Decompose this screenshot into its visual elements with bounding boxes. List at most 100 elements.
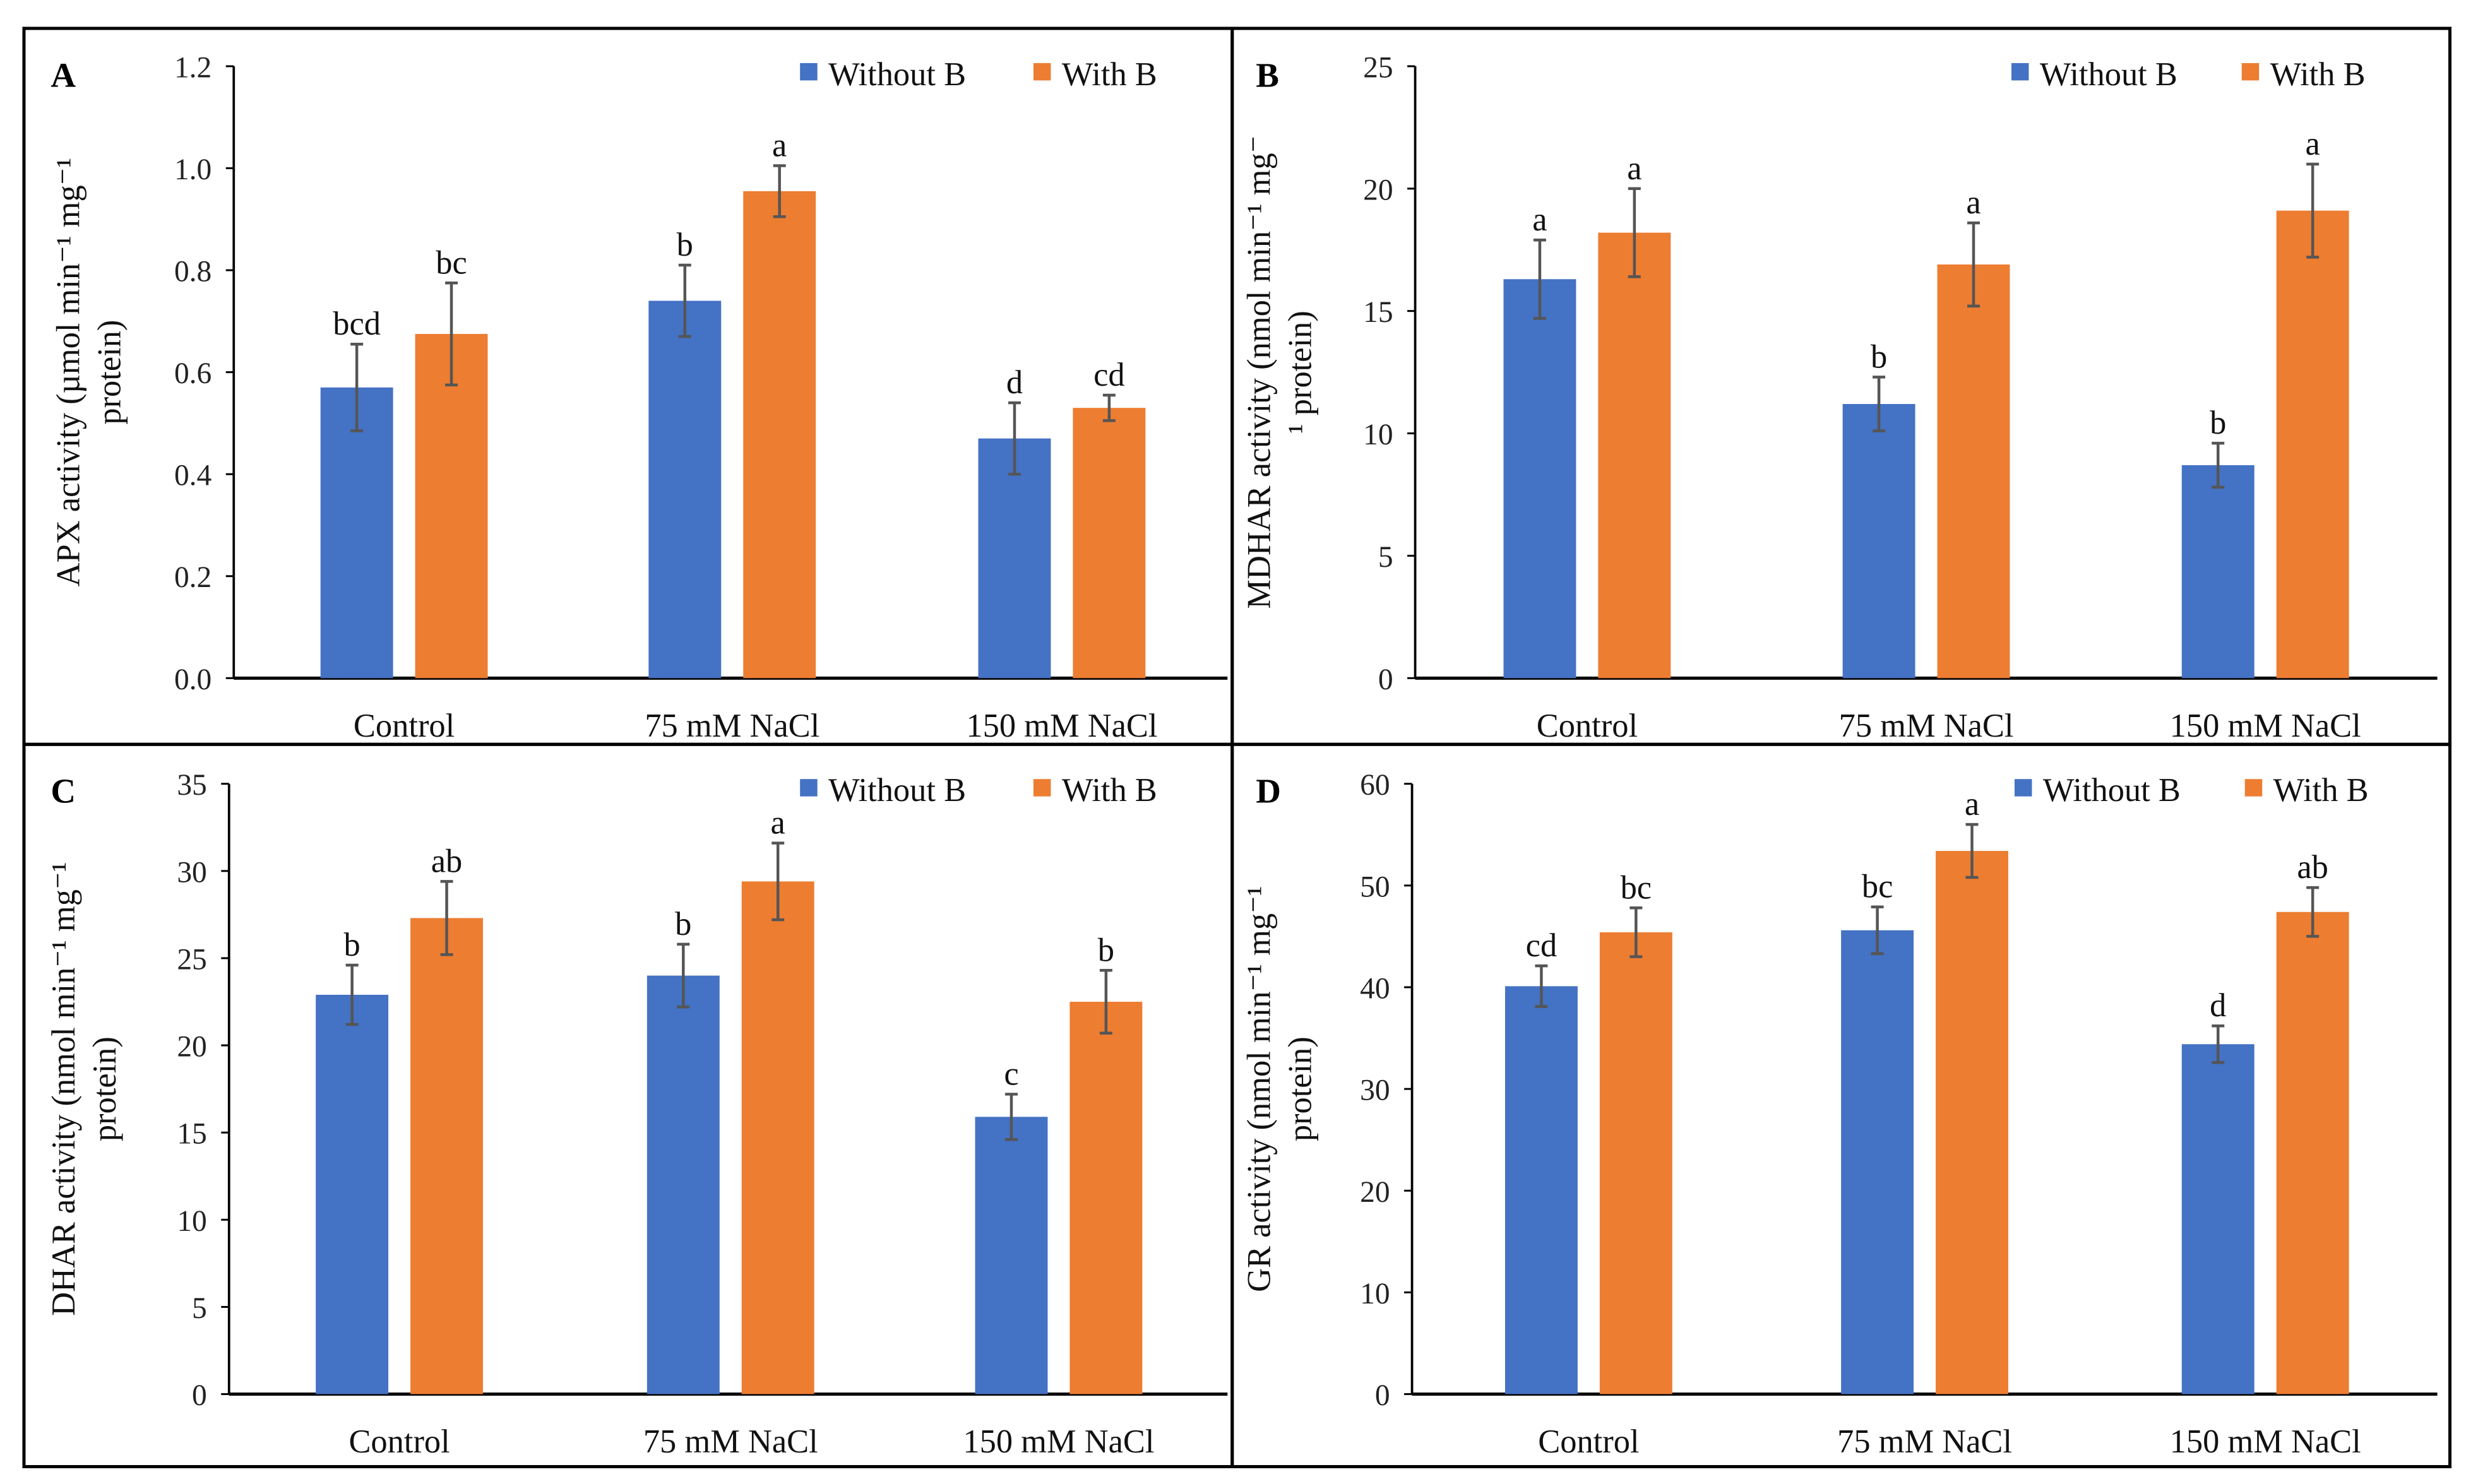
panel-label: C <box>51 772 76 810</box>
bar-without-b <box>2181 1044 2255 1394</box>
y-tick-label: 0.8 <box>174 256 211 288</box>
y-axis-label: protein) <box>86 1036 123 1141</box>
y-tick-label: 25 <box>177 943 206 976</box>
y-tick-label: 0.2 <box>174 561 211 594</box>
significance-letter: bcd <box>333 306 381 342</box>
y-axis-label: protein) <box>1282 1036 1319 1141</box>
y-tick-label: 1.0 <box>174 153 211 186</box>
bar-without-b <box>1841 930 1914 1394</box>
y-tick-label: 25 <box>1363 51 1393 84</box>
panel-label: D <box>1256 772 1281 810</box>
significance-letter: b <box>2210 405 2226 441</box>
x-tick-label: 75 mM NaCl <box>1839 708 2014 744</box>
y-axis-label: APX activity (µmol min⁻¹ mg⁻¹ <box>50 158 86 586</box>
significance-letter: b <box>1871 338 1887 375</box>
significance-letter: cd <box>1093 357 1125 393</box>
panel-border <box>1230 742 2452 1469</box>
legend-label: Without B <box>828 56 966 93</box>
bar-with-b <box>2276 911 2349 1394</box>
legend-swatch-with-b <box>1033 779 1051 797</box>
bar-with-b <box>1598 232 1671 679</box>
bar-with-b <box>1936 851 2008 1394</box>
y-axis-label: MDHAR activity (nmol min⁻¹ mg⁻ <box>1241 136 1278 609</box>
legend-label: With B <box>2273 772 2369 809</box>
y-axis-label: ¹ protein) <box>1282 311 1319 434</box>
bar-with-b <box>743 191 816 679</box>
y-tick-label: 20 <box>1363 174 1393 206</box>
significance-letter: a <box>1965 786 1979 822</box>
significance-letter: cd <box>1526 927 1558 964</box>
significance-letter: b <box>344 927 360 963</box>
y-tick-label: 1.2 <box>174 51 211 84</box>
bar-with-b <box>410 918 484 1394</box>
significance-letter: a <box>1627 150 1641 187</box>
x-tick-label: 75 mM NaCl <box>645 708 819 744</box>
significance-letter: ab <box>2297 849 2328 886</box>
x-tick-label: Control <box>1538 1423 1639 1460</box>
panel-b: B 0 5 10 15 20 25 Control 75 mM NaCl 150 mM NaCl M… <box>1230 27 2452 746</box>
legend-label: With B <box>2270 56 2366 93</box>
bar-with-b <box>2276 210 2349 679</box>
y-tick-label: 0 <box>192 1379 207 1412</box>
bar-with-b <box>1937 264 2010 679</box>
y-axis-label: DHAR activity (nmol min⁻¹ mg⁻¹ <box>45 862 82 1316</box>
y-tick-label: 50 <box>1360 870 1390 903</box>
legend-swatch-with-b <box>2241 62 2260 81</box>
bar-without-b <box>1504 986 1578 1394</box>
significance-letter: a <box>771 805 785 841</box>
y-tick-label: 10 <box>1363 418 1393 451</box>
x-tick-label: 75 mM NaCl <box>1837 1423 2012 1460</box>
legend-label: With B <box>1062 772 1157 809</box>
panel-a: A 0.0 0.2 0.4 0.6 0.8 1.0 1.2 Control 75 mM NaCl 1… <box>22 27 1234 746</box>
bar-without-b <box>648 300 722 679</box>
y-tick-label: 30 <box>177 856 206 889</box>
legend-label: Without B <box>2040 56 2177 93</box>
bar-without-b <box>975 1117 1048 1394</box>
y-tick-label: 35 <box>177 769 206 802</box>
significance-letter: b <box>677 227 693 263</box>
legend-swatch-without-b <box>2011 62 2029 81</box>
y-tick-label: 0.0 <box>174 663 211 696</box>
panel-c: C 0 5 10 15 20 25 30 35 Control 75 mM NaCl 150 mM N… <box>22 742 1234 1469</box>
legend-label: With B <box>1062 56 1157 93</box>
y-tick-label: 0 <box>1378 663 1393 696</box>
y-tick-label: 40 <box>1360 972 1390 1005</box>
y-tick-label: 30 <box>1360 1074 1390 1107</box>
panel-border <box>22 742 1234 1469</box>
x-tick-label: 150 mM NaCl <box>2170 708 2361 744</box>
y-axis-label: protein) <box>91 320 128 425</box>
y-tick-label: 60 <box>1360 769 1390 802</box>
panel-d: D 0 10 20 30 40 50 60 Control 75 mM NaCl 150 mM Na… <box>1230 742 2452 1469</box>
bar-with-b <box>1069 1002 1143 1394</box>
significance-letter: d <box>2210 987 2226 1024</box>
bar-without-b <box>1503 279 1576 679</box>
legend-swatch-without-b <box>800 779 818 797</box>
significance-letter: a <box>772 127 787 163</box>
significance-letter: a <box>1966 184 1981 221</box>
significance-letter: ab <box>431 843 463 879</box>
bar-with-b <box>741 881 814 1394</box>
y-tick-label: 5 <box>192 1292 207 1325</box>
x-tick-label: 150 mM NaCl <box>966 708 1157 744</box>
bar-without-b <box>316 994 389 1394</box>
panel-label: A <box>51 56 76 94</box>
significance-letter: bc <box>1862 869 1893 905</box>
legend-label: Without B <box>2043 772 2181 809</box>
x-tick-label: 75 mM NaCl <box>643 1423 818 1460</box>
y-tick-label: 10 <box>177 1205 206 1238</box>
y-tick-label: 20 <box>1360 1176 1390 1209</box>
significance-letter: a <box>1532 201 1547 238</box>
significance-letter: d <box>1006 364 1023 401</box>
y-tick-label: 15 <box>177 1118 206 1151</box>
y-tick-label: 10 <box>1360 1278 1390 1310</box>
bar-with-b <box>1599 932 1672 1394</box>
significance-letter: a <box>2306 126 2320 162</box>
significance-letter: b <box>1098 932 1114 968</box>
panel-label: B <box>1256 56 1279 94</box>
y-tick-label: 20 <box>177 1031 206 1064</box>
x-tick-label: 150 mM NaCl <box>2170 1423 2361 1460</box>
bar-without-b <box>1842 404 1915 679</box>
x-tick-label: 150 mM NaCl <box>963 1423 1154 1460</box>
y-tick-label: 0.4 <box>174 460 211 492</box>
